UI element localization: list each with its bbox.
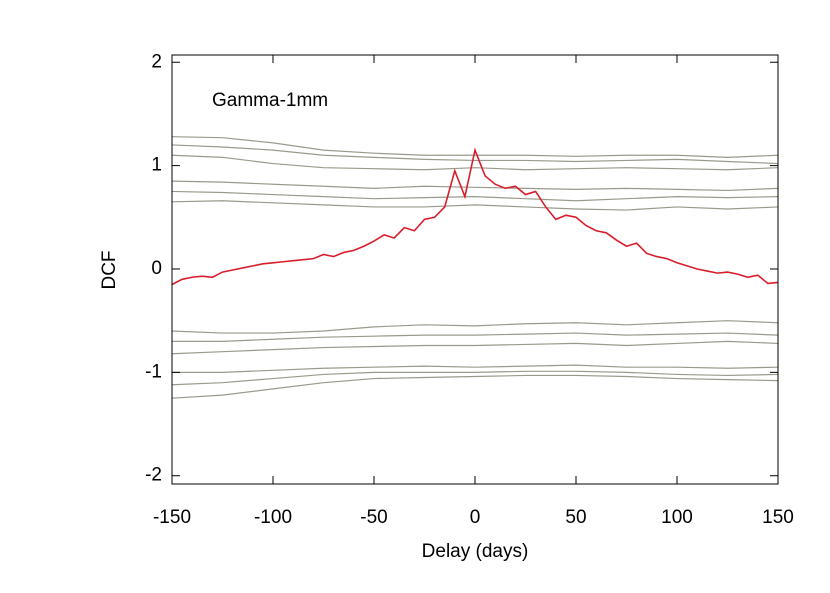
series-line (171, 190, 779, 202)
series-line (171, 144, 779, 165)
x-tick-label: 50 (565, 507, 586, 528)
x-tick-label: 0 (470, 507, 481, 528)
x-tick-label: 100 (661, 507, 693, 528)
x-tick-label: -100 (254, 507, 292, 528)
series-line (171, 320, 779, 334)
series-line (171, 147, 779, 286)
series-line (172, 332, 779, 342)
x-tick-label: -50 (360, 507, 387, 528)
annotation: Gamma-1mm (212, 90, 328, 111)
x-tick-label: 150 (762, 507, 794, 528)
series-line (171, 136, 779, 158)
y-tick-label: -1 (145, 361, 162, 382)
series-line (171, 370, 779, 386)
x-axis-label: Delay (days) (422, 541, 529, 562)
y-tick-label: 2 (151, 51, 162, 72)
series-line (171, 340, 779, 355)
series-line (172, 364, 779, 373)
series-line (171, 200, 779, 211)
series-line (171, 374, 779, 399)
y-tick-label: 0 (151, 258, 162, 279)
x-tick-label: -150 (153, 507, 191, 528)
series-line (171, 154, 779, 171)
y-tick-label: 1 (151, 155, 162, 176)
plot-frame (171, 54, 779, 485)
y-tick-label: -2 (145, 465, 162, 486)
series-line (171, 180, 779, 192)
y-axis-label: DCF (99, 250, 120, 289)
